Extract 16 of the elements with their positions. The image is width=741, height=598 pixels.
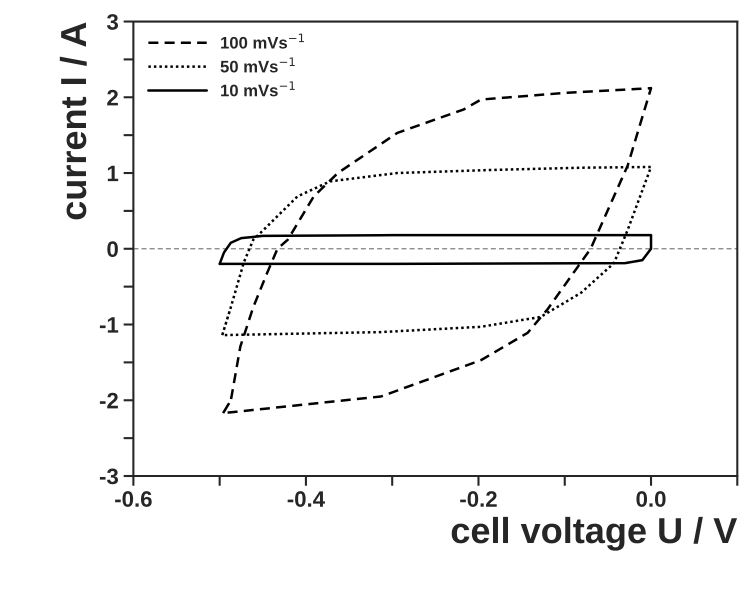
x-tick-label: -0.4 [288, 491, 325, 507]
legend-label: 50 mVs$^{−1}$ [220, 57, 295, 73]
y-tick-label: -2 [100, 392, 118, 408]
y-tick-label: 3 [106, 14, 118, 30]
y-tick-label: 0 [107, 241, 118, 258]
x-tick-label: -0.2 [460, 491, 497, 507]
y-axis-title: current I / A [60, 22, 87, 220]
legend-label: 100 mVs$^{−1}$ [221, 34, 304, 49]
y-tick-label: 2 [107, 90, 118, 106]
x-tick-label: 0.0 [636, 491, 666, 507]
x-tick-label: -0.6 [115, 491, 152, 507]
legend-label: 10 mVs$^{−1}$ [221, 81, 295, 96]
y-tick-label: -3 [100, 468, 118, 484]
y-tick-label: -1 [100, 317, 118, 333]
y-tick-label: 1 [108, 166, 118, 182]
x-axis-title: cell voltage U / V [452, 516, 738, 551]
